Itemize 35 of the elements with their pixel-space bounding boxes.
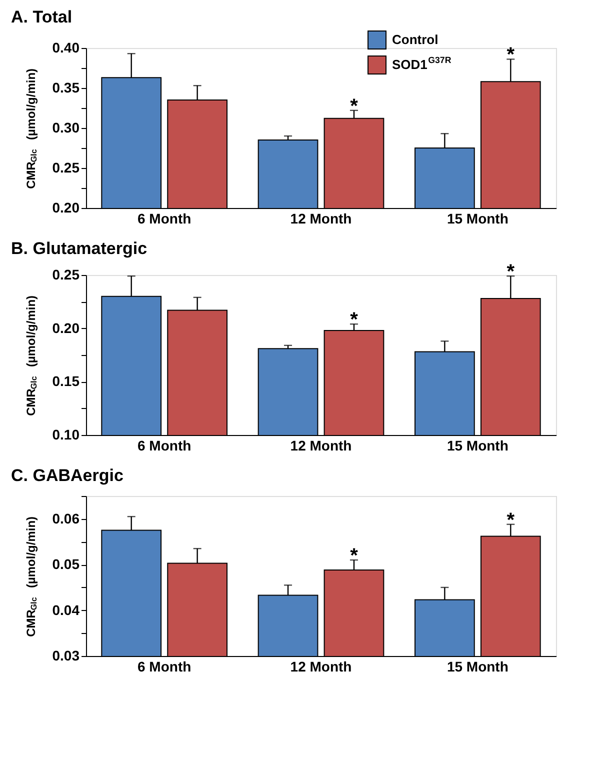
x-tick-label: 15 Month <box>446 658 508 674</box>
legend-label: Control <box>392 32 438 47</box>
y-tick-label: 0.10 <box>52 426 80 442</box>
y-tick-label: 0.04 <box>52 602 80 618</box>
y-tick-label: 0.06 <box>52 510 80 526</box>
annotation: * <box>350 95 358 118</box>
chart-title: C. GABAergic <box>11 466 124 485</box>
y-tick-label: 0.25 <box>52 266 80 282</box>
annotation: * <box>506 261 515 284</box>
y-tick-label: 0.03 <box>52 648 80 664</box>
annotation: * <box>350 309 358 332</box>
x-tick-label: 12 Month <box>290 438 352 454</box>
y-axis-title: CMRGlc (µmol/g/min) <box>24 68 38 189</box>
chart-title: B. Glutamatergic <box>11 239 148 258</box>
y-tick-label: 0.15 <box>52 373 80 390</box>
y-tick-label: 0.20 <box>52 320 80 336</box>
x-tick-label: 12 Month <box>290 210 352 226</box>
x-tick-label: 6 Month <box>138 658 192 674</box>
y-tick-label: 0.20 <box>52 200 80 216</box>
y-tick-label: 0.05 <box>52 556 80 572</box>
x-tick-label: 6 Month <box>138 210 192 226</box>
y-tick-label: 0.35 <box>52 80 80 96</box>
x-tick-label: 15 Month <box>446 210 508 226</box>
annotation: * <box>350 545 358 567</box>
annotation: * <box>506 44 515 66</box>
annotation: * <box>506 509 515 532</box>
chart-title: A. Total <box>11 8 72 26</box>
y-axis-title: CMRGlc (µmol/g/min) <box>24 516 38 637</box>
y-axis-title: CMRGlc (µmol/g/min) <box>24 295 38 416</box>
x-tick-label: 6 Month <box>138 438 192 454</box>
y-tick-label: 0.30 <box>52 120 80 136</box>
y-tick-label: 0.40 <box>52 40 80 56</box>
x-tick-label: 12 Month <box>290 658 352 674</box>
y-tick-label: 0.25 <box>52 160 80 176</box>
x-tick-label: 15 Month <box>446 438 508 454</box>
